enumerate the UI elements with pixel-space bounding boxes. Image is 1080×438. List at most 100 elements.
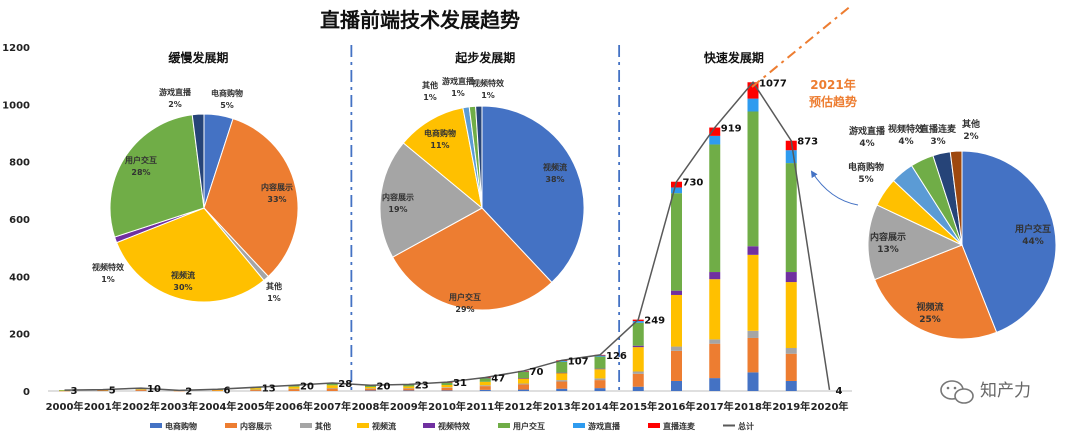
pie-slice-value: 11%: [430, 141, 449, 150]
bar-segment: [747, 98, 759, 112]
bar-segment: [594, 380, 606, 389]
bar-segment: [785, 353, 797, 381]
bar-segment: [479, 385, 491, 387]
bar-segment: [632, 347, 644, 372]
bar-segment: [785, 272, 797, 283]
bar-segment: [632, 345, 644, 348]
bar-segment: [250, 388, 262, 390]
bar-segment: [594, 369, 606, 379]
total-data-label: 47: [491, 374, 505, 385]
pie-slice: [402, 107, 483, 210]
bar-segment: [212, 389, 223, 391]
bar-segment: [479, 381, 491, 386]
x-tick-label: 2015年: [619, 400, 657, 413]
total-line: [64, 81, 831, 392]
bar-segment: [518, 378, 529, 379]
total-data-label: 70: [530, 367, 544, 378]
bar-segment: [518, 383, 529, 385]
legend-swatch: [573, 423, 585, 428]
bar-segment: [479, 389, 491, 391]
total-data-label: 6: [224, 385, 231, 396]
total-data-label: 4: [836, 386, 843, 397]
y-tick-label: 400: [9, 272, 30, 283]
pie-slice-value: 44%: [1022, 237, 1044, 247]
pie-slice-label: 电商购物: [424, 128, 456, 138]
bar-segment: [441, 384, 453, 388]
bar-segment: [785, 380, 797, 391]
pie-slice: [391, 207, 553, 311]
pie-slice-label: 视频特效: [888, 123, 925, 135]
phase-labels: 缓慢发展期 起步发展期 快速发展期: [168, 50, 764, 65]
pie-slice-value: 25%: [919, 315, 941, 325]
y-tick-label: 600: [9, 215, 30, 226]
bar-segment: [518, 384, 529, 390]
bar-segment: [250, 389, 262, 391]
bar-segment: [441, 390, 453, 392]
bar-segment: [747, 111, 759, 247]
pie-slice-value: 29%: [455, 305, 474, 314]
x-tick-label: 2013年: [543, 400, 581, 413]
bar-segment: [785, 150, 797, 164]
total-data-label: 919: [721, 124, 742, 135]
phase-dividers: [350, 45, 621, 391]
x-tick-label: 2004年: [199, 400, 237, 413]
bar-segment: [709, 272, 721, 280]
phase-label: 缓慢发展期: [168, 50, 228, 65]
legend: 电商购物 内容展示 其他 视频流 视频特效 用户交互 游戏直播 直播连麦 总计: [150, 421, 754, 431]
pie-slice-label: 内容展示: [261, 182, 293, 192]
total-data-label: 10: [147, 384, 161, 395]
pie-slice-label: 视频流: [543, 162, 567, 172]
bar-segment: [747, 330, 759, 338]
legend-swatch: [300, 423, 312, 428]
pie-slice-label: 用户交互: [124, 155, 157, 165]
bar-segment: [97, 390, 109, 392]
bar-segment: [288, 388, 300, 391]
x-tick-label: 2002年: [122, 400, 160, 413]
bar-segment: [441, 387, 453, 391]
bar-segment: [288, 388, 300, 390]
bar-segment: [365, 390, 376, 392]
bar-segment: [785, 163, 797, 273]
x-tick-label: 2005年: [237, 400, 275, 413]
legend-swatch: [648, 423, 660, 428]
bar-segment: [632, 321, 644, 323]
total-data-label: 20: [300, 381, 314, 392]
bar-segment: [594, 378, 606, 381]
legend-label: 电商购物: [165, 421, 197, 431]
bar-segment: [671, 193, 682, 291]
bar-segment: [403, 384, 415, 387]
pie-slice-value: 5%: [220, 101, 234, 110]
bar-segment: [747, 82, 759, 99]
total-data-label: 730: [683, 178, 704, 189]
bar-segment: [326, 388, 338, 391]
pie-slice: [481, 105, 585, 284]
bar-segment: [288, 386, 300, 389]
x-tick-label: 2016年: [658, 400, 696, 413]
phase-label: 快速发展期: [704, 50, 764, 65]
legend-label: 视频特效: [438, 421, 470, 431]
x-tick-label: 2018年: [734, 400, 772, 413]
pie-slice-value: 1%: [267, 294, 281, 303]
bar-segment: [556, 360, 568, 362]
pie-slice-label: 游戏直播: [849, 125, 886, 137]
total-data-label: 107: [568, 356, 589, 367]
bar-segment: [671, 294, 682, 347]
bar-segment: [479, 386, 491, 390]
bar-segment: [785, 348, 797, 354]
total-data-label: 249: [644, 316, 665, 327]
bar-segment: [671, 187, 682, 194]
x-tick-label: 2020年: [811, 400, 849, 413]
total-data-label: 5: [109, 386, 116, 397]
bar-segment: [594, 355, 606, 357]
pie-slice-label: 游戏直播: [442, 76, 475, 86]
bar-segment: [403, 386, 415, 389]
pie-slice-value: 38%: [545, 175, 564, 184]
pie-slice-value: 19%: [388, 205, 407, 214]
pie-slice: [109, 114, 205, 238]
bar-segment: [135, 389, 147, 391]
bar-segment: [671, 350, 682, 381]
pie-slice-label: 视频特效: [92, 262, 124, 272]
legend-swatch: [150, 423, 162, 428]
bar-segment: [365, 386, 376, 389]
